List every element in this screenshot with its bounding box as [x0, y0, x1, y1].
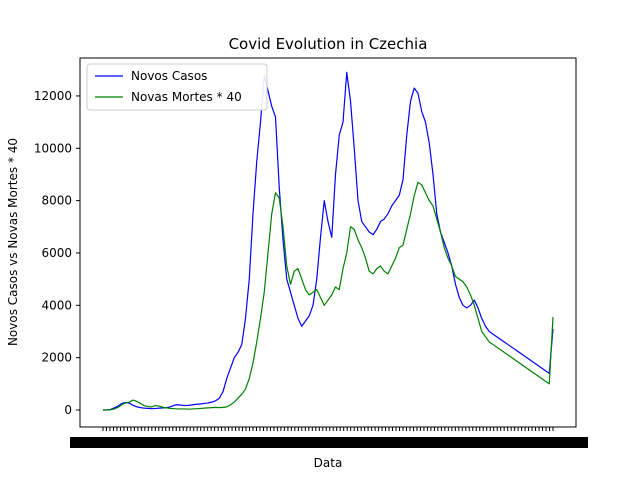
y-tick-label: 12000: [34, 89, 72, 103]
y-tick-label: 0: [64, 403, 72, 417]
x-axis-ticks: [70, 427, 588, 448]
plot-frame: [79, 57, 577, 428]
series-layer: [102, 71, 554, 411]
x-tick-labels-overlap: [70, 437, 588, 448]
series-line-novos-casos: [102, 71, 554, 411]
x-axis-label: Data: [314, 456, 343, 470]
legend-label-novos-casos: Novos Casos: [131, 69, 207, 83]
y-tick-label: 10000: [34, 141, 72, 155]
chart-title: Covid Evolution in Czechia: [229, 35, 428, 53]
y-tick-label: 8000: [41, 194, 72, 208]
y-tick-label: 4000: [41, 298, 72, 312]
y-tick-label: 2000: [41, 351, 72, 365]
legend-box: [86, 63, 268, 111]
y-tick-label: 6000: [41, 246, 72, 260]
y-axis-label: Novos Casos vs Novas Mortes * 40: [6, 138, 20, 346]
y-axis-ticks: 0 2000 4000 6000 8000 10000 12000: [34, 89, 80, 417]
legend-label-novas-mortes: Novas Mortes * 40: [131, 90, 242, 104]
legend: Novos Casos Novas Mortes * 40: [86, 63, 268, 111]
series-line-novas-mortes: [103, 181, 554, 411]
plot-area: [80, 58, 576, 427]
